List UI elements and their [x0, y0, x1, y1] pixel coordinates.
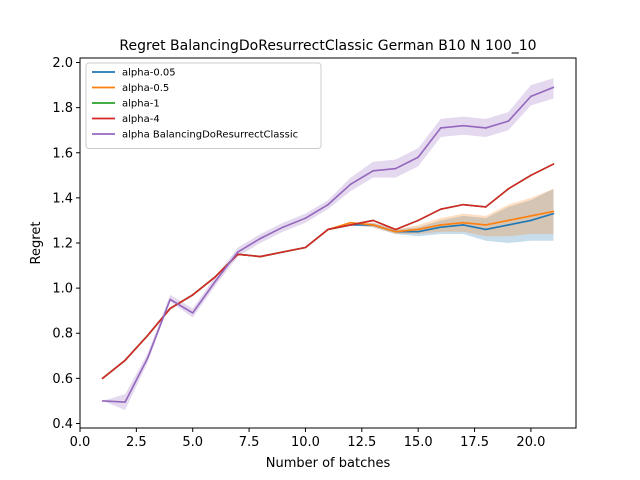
point-series-4-4	[169, 307, 171, 310]
y-tick-label: 0.4	[52, 417, 73, 432]
line-series-3	[102, 163, 554, 379]
x-tick-label: 10.0	[291, 435, 320, 450]
point-series-2-21	[552, 210, 555, 213]
point-series-4-20	[530, 174, 532, 177]
point-series-5-7	[237, 251, 239, 253]
point-series-4-9	[282, 251, 284, 253]
point-series-5-14	[394, 167, 397, 170]
y-axis-label: Regret	[29, 222, 44, 265]
point-series-4-7	[237, 253, 239, 256]
y-tick-label: 1.8	[52, 101, 73, 116]
legend-label-2: alpha-0.5	[122, 83, 169, 94]
point-series-5-6	[214, 280, 217, 283]
point-series-5-21	[552, 86, 555, 89]
y-tick-label: 0.8	[52, 327, 73, 342]
y-tick-label: 1.6	[52, 146, 73, 161]
point-series-4-15	[417, 219, 419, 222]
point-series-1-16	[439, 226, 442, 229]
legend-label-5: alpha BalancingDoResurrectClassic	[122, 130, 298, 141]
point-series-1-15	[417, 230, 419, 233]
point-series-4-11	[327, 228, 329, 231]
point-series-4-17	[462, 203, 465, 206]
series-lines	[101, 86, 555, 403]
point-series-5-8	[259, 237, 262, 240]
y-tick-label: 0.6	[52, 372, 73, 387]
point-series-2-17	[462, 221, 465, 224]
x-tick-label: 5.0	[182, 435, 203, 450]
point-series-4-8	[259, 255, 262, 258]
x-tick-label: 12.5	[347, 435, 376, 450]
x-axis-label: Number of batches	[266, 456, 391, 471]
point-series-1-17	[462, 224, 465, 226]
x-tick-label: 20.0	[516, 435, 545, 450]
point-series-1-18	[485, 228, 487, 231]
point-series-1-19	[507, 224, 510, 226]
series-5	[101, 86, 555, 403]
point-series-2-15	[417, 228, 419, 231]
point-series-4-14	[394, 228, 397, 231]
point-series-5-19	[507, 120, 510, 122]
y-tick-label: 1.0	[52, 282, 73, 297]
point-series-5-13	[372, 170, 374, 172]
point-series-5-20	[530, 95, 532, 98]
point-series-5-11	[327, 203, 329, 206]
legend-label-3: alpha-1	[122, 99, 160, 110]
point-series-2-13	[372, 224, 374, 226]
point-series-4-13	[372, 219, 374, 222]
legend-box	[85, 62, 322, 149]
series-3	[101, 163, 555, 380]
point-series-5-1	[101, 400, 104, 402]
point-series-5-18	[485, 127, 487, 129]
point-series-1-21	[552, 212, 555, 215]
point-series-5-12	[349, 183, 352, 186]
point-series-5-10	[304, 217, 307, 219]
point-series-2-16	[439, 224, 442, 226]
point-series-2-18	[485, 224, 487, 226]
y-tick-label: 1.4	[52, 191, 73, 206]
x-tick-label: 7.5	[239, 435, 260, 450]
band-series-1	[102, 188, 554, 379]
point-series-2-14	[394, 230, 397, 233]
chart-title: Regret BalancingDoResurrectClassic Germa…	[119, 38, 536, 54]
point-series-4-3	[146, 334, 149, 337]
x-tick-label: 0.0	[70, 435, 91, 450]
point-series-4-16	[439, 208, 442, 210]
point-series-5-4	[169, 298, 171, 301]
point-series-4-1	[101, 377, 104, 380]
point-series-5-17	[462, 124, 465, 127]
x-tick-label: 2.5	[126, 435, 147, 450]
x-tick-label: 15.0	[404, 435, 433, 450]
point-series-5-16	[439, 127, 442, 129]
point-series-4-5	[191, 294, 194, 296]
point-series-4-18	[485, 206, 487, 208]
point-series-5-9	[282, 226, 284, 229]
legend-label-1: alpha-0.05	[122, 68, 176, 79]
point-series-2-19	[507, 219, 510, 222]
legend: alpha-0.05 alpha-0.5 alpha-1 alpha-4 alpha B…	[85, 62, 322, 149]
point-series-4-6	[214, 276, 217, 278]
point-series-5-5	[191, 312, 194, 314]
point-series-5-15	[417, 156, 419, 159]
band-series-2	[102, 188, 554, 379]
point-series-5-3	[146, 357, 149, 359]
x-axis-ticks: 0.0 2.5 5.0 7.5 10.0 12.5 15.0 17.5 20.0	[70, 428, 545, 450]
point-series-1-20	[530, 219, 532, 222]
point-series-4-2	[124, 359, 126, 362]
x-tick-label: 17.5	[460, 435, 489, 450]
point-series-4-19	[507, 188, 510, 190]
point-series-4-12	[349, 224, 352, 226]
point-series-4-10	[304, 246, 307, 249]
y-tick-label: 1.2	[52, 237, 73, 252]
point-series-4-21	[552, 163, 555, 165]
point-series-2-20	[530, 215, 532, 217]
confidence-bands	[102, 78, 554, 410]
point-series-5-2	[124, 401, 126, 403]
series-4	[101, 163, 555, 380]
line-series-4	[102, 163, 554, 379]
y-axis-ticks: 0.4 0.6 0.8 1.0 1.2 1.4 1.6 1.8 2.0	[52, 56, 80, 432]
y-tick-label: 2.0	[52, 56, 73, 71]
point-series-2-12	[349, 221, 352, 224]
legend-label-4: alpha-4	[122, 114, 160, 125]
